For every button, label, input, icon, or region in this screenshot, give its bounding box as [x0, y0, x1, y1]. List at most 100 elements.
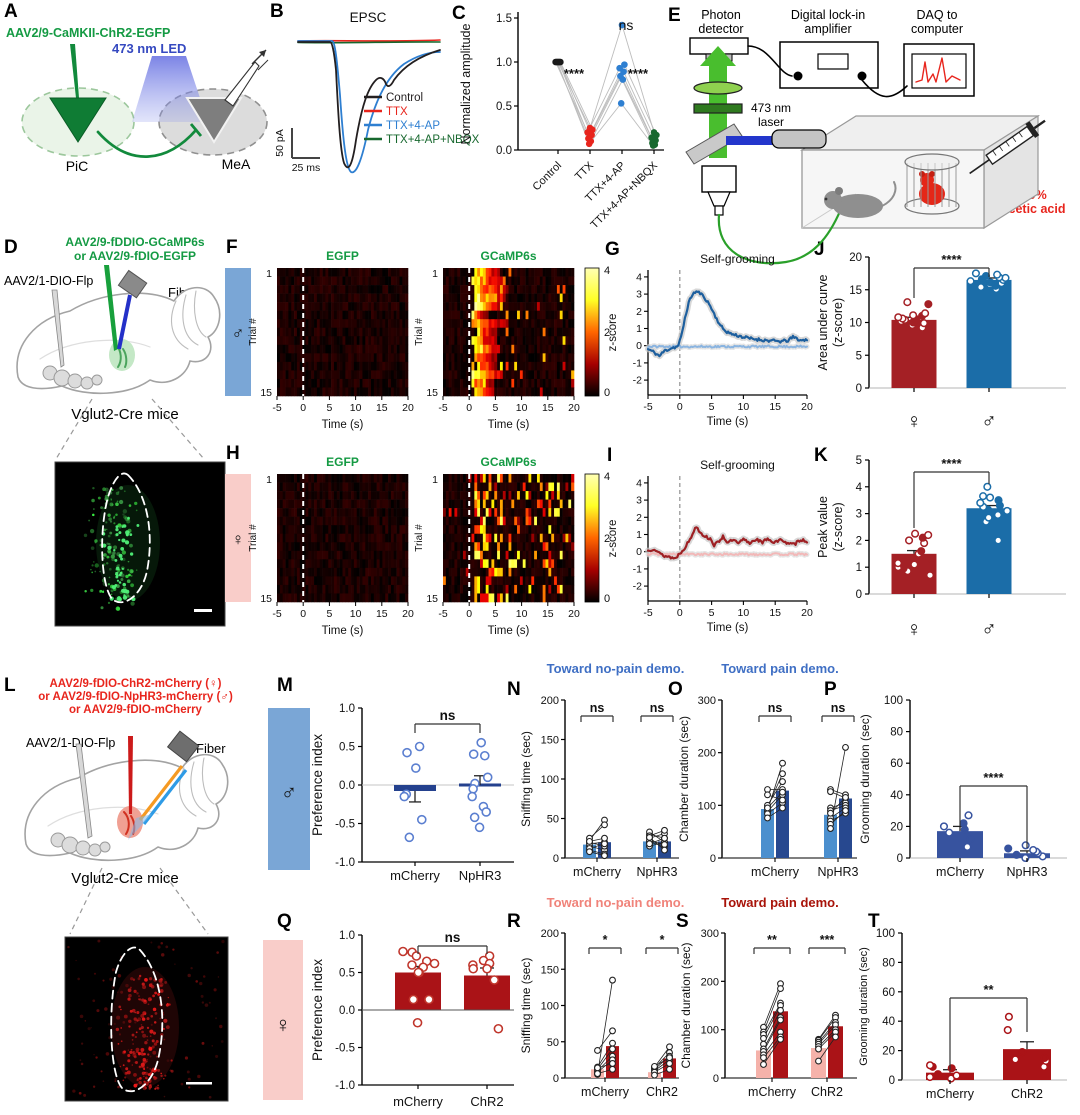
svg-text:200: 200: [698, 748, 716, 760]
header-toward-nopain-female: Toward no-pain demo.: [546, 895, 685, 910]
svg-text:1: 1: [266, 474, 272, 486]
panel-l-injection-label: AAV2/1-DIO-Flp: [26, 736, 116, 750]
svg-text:****: ****: [941, 456, 962, 471]
svg-text:Chamber duration (sec): Chamber duration (sec): [677, 716, 691, 842]
svg-text:Preference index: Preference index: [310, 959, 325, 1061]
panel-label-d: D: [4, 237, 18, 258]
svg-text:15: 15: [260, 387, 272, 399]
panel-label-n: N: [507, 679, 521, 700]
svg-text:5: 5: [856, 350, 862, 362]
panel-t-grooming-chart: 0 20 40 60 80 100 mCherry ChR2 ** Grooming durati…: [858, 928, 1067, 1101]
svg-text:40: 40: [890, 790, 903, 802]
svg-text:3: 3: [636, 495, 642, 507]
panel-l-virus-line2: or AAV2/9-fDIO-NpHR3-mCherry (♂): [38, 691, 233, 704]
svg-text:1: 1: [636, 529, 642, 541]
svg-text:Area under curve: Area under curve: [816, 275, 830, 371]
svg-text:0: 0: [713, 1073, 719, 1085]
svg-text:0: 0: [553, 853, 559, 865]
svg-text:Normalized amplitude: Normalized amplitude: [459, 24, 473, 145]
panel-label-h: H: [226, 443, 240, 464]
svg-text:mCherry: mCherry: [751, 865, 800, 879]
svg-text:0: 0: [856, 589, 862, 601]
header-toward-nopain-male: Toward no-pain demo.: [546, 661, 685, 676]
svg-text:ns: ns: [831, 701, 846, 715]
svg-text:GCaMP6s: GCaMP6s: [480, 455, 536, 469]
svg-text:15: 15: [542, 402, 554, 414]
svg-text:15: 15: [426, 593, 438, 605]
svg-text:1: 1: [432, 474, 438, 486]
panel-label-c: C: [452, 3, 466, 24]
svg-text:Sniffing time (sec): Sniffing time (sec): [519, 958, 533, 1054]
svg-text:mCherry: mCherry: [393, 1094, 443, 1109]
svg-text:****: ****: [983, 770, 1004, 785]
svg-text:10: 10: [516, 402, 528, 414]
svg-text:*: *: [603, 933, 608, 947]
svg-text:0: 0: [710, 853, 716, 865]
svg-text:mCherry: mCherry: [390, 868, 440, 883]
svg-text:-0.5: -0.5: [335, 1043, 355, 1055]
panel-e-detector-label: Photon detector: [698, 8, 744, 37]
svg-text:***: ***: [820, 933, 835, 947]
svg-text:Trial #: Trial #: [414, 318, 425, 346]
svg-text:ns: ns: [619, 17, 634, 33]
svg-text:15: 15: [426, 387, 438, 399]
svg-text:0.5: 0.5: [339, 742, 355, 754]
svg-text:0: 0: [889, 1075, 895, 1087]
svg-text:(z-score): (z-score): [831, 298, 845, 347]
svg-text:TTX+4-AP: TTX+4-AP: [386, 120, 440, 132]
svg-text:****: ****: [628, 66, 649, 81]
svg-text:20: 20: [890, 821, 903, 833]
svg-text:Self-grooming: Self-grooming: [700, 252, 775, 266]
svg-text:200: 200: [701, 976, 719, 988]
svg-text:100: 100: [541, 774, 559, 786]
svg-text:100: 100: [876, 928, 895, 940]
panel-label-f: F: [226, 237, 238, 258]
svg-text:5: 5: [709, 401, 715, 413]
panel-l-virus-line3: or AAV2/9-fDIO-mCherry: [69, 704, 202, 717]
svg-text:0: 0: [677, 401, 683, 413]
svg-text:0: 0: [604, 387, 610, 399]
svg-text:100: 100: [701, 1025, 719, 1037]
svg-text:(z-score): (z-score): [831, 502, 845, 551]
svg-text:0: 0: [300, 608, 306, 620]
svg-text:ns: ns: [440, 708, 456, 723]
svg-text:0: 0: [604, 593, 610, 605]
panel-d-mouse-line-label: Vglut2-Cre mice: [71, 406, 179, 423]
panel-j-auc-chart: 0 5 10 15 20 ♀ ♂ **** Area under curve (z-score): [816, 252, 1066, 433]
svg-text:Sniffing time (sec): Sniffing time (sec): [519, 731, 533, 827]
svg-text:100: 100: [541, 1001, 559, 1013]
svg-text:5: 5: [492, 608, 498, 620]
svg-text:TTX: TTX: [573, 159, 597, 183]
panel-label-r: R: [507, 911, 521, 932]
panel-s-chamber-chart: 0 100 200 300 ** mCherry *** ChR2 Chamber durati…: [679, 928, 857, 1099]
panel-d-virus-line2: or AAV2/9-fDIO-EGFP: [73, 248, 196, 263]
svg-text:0: 0: [897, 853, 903, 865]
svg-text:50: 50: [547, 814, 559, 826]
svg-text:2: 2: [636, 512, 642, 524]
svg-text:♀: ♀: [275, 1012, 292, 1037]
panel-label-j: J: [814, 239, 825, 260]
panel-l-virus-label: AAV2/9-fDIO-ChR2-mCherry (♀) or AAV2/9-f…: [28, 678, 243, 718]
svg-text:**: **: [767, 933, 777, 947]
svg-text:♂: ♂: [281, 780, 298, 805]
svg-text:5: 5: [856, 455, 862, 467]
svg-text:ns: ns: [590, 701, 605, 715]
svg-text:♀: ♀: [906, 410, 922, 433]
panel-a-mea-label: MeA: [221, 156, 251, 172]
svg-text:10: 10: [849, 318, 862, 330]
svg-text:15: 15: [542, 608, 554, 620]
svg-text:ChR2: ChR2: [1011, 1087, 1043, 1101]
svg-text:Time (s): Time (s): [488, 419, 530, 431]
panel-a-pic-label: PiC: [65, 158, 89, 174]
svg-text:Trial #: Trial #: [248, 318, 259, 346]
svg-text:0.0: 0.0: [339, 1005, 355, 1017]
panel-d-injection-label: AAV2/1-DIO-Flp: [4, 274, 94, 288]
svg-text:20: 20: [801, 607, 813, 619]
svg-text:4: 4: [604, 265, 610, 277]
svg-text:EPSC: EPSC: [350, 10, 387, 25]
svg-text:Time (s): Time (s): [322, 419, 364, 431]
svg-text:1: 1: [432, 268, 438, 280]
svg-text:15: 15: [769, 401, 781, 413]
svg-text:25 ms: 25 ms: [292, 162, 321, 174]
